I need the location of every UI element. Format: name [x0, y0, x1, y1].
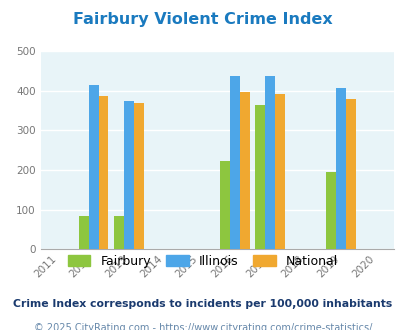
Bar [114, 216, 124, 249]
Bar [325, 172, 335, 249]
Text: Crime Index corresponds to incidents per 100,000 inhabitants: Crime Index corresponds to incidents per… [13, 299, 392, 309]
Bar [98, 95, 108, 249]
Legend: Fairbury, Illinois, National: Fairbury, Illinois, National [63, 249, 342, 273]
Bar [229, 76, 239, 249]
Bar [275, 94, 284, 249]
Bar [255, 105, 264, 249]
Bar [88, 85, 98, 249]
Text: © 2025 CityRating.com - https://www.cityrating.com/crime-statistics/: © 2025 CityRating.com - https://www.city… [34, 323, 371, 330]
Bar [220, 161, 229, 249]
Bar [124, 101, 134, 249]
Bar [79, 216, 88, 249]
Bar [239, 92, 249, 249]
Text: Fairbury Violent Crime Index: Fairbury Violent Crime Index [73, 12, 332, 26]
Bar [264, 76, 275, 249]
Bar [335, 87, 345, 249]
Bar [345, 99, 355, 249]
Bar [134, 103, 143, 249]
